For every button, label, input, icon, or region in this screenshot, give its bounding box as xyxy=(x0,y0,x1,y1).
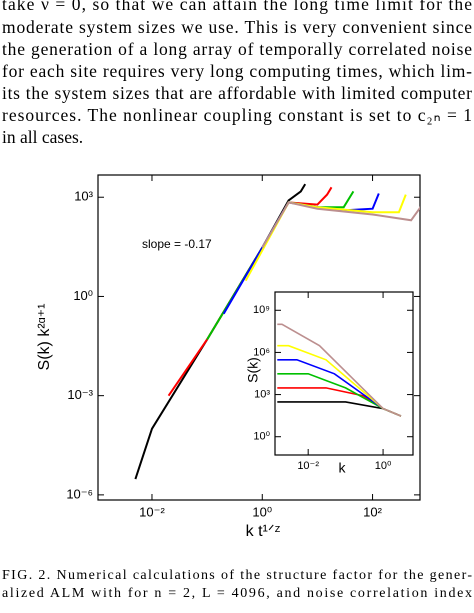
x-axis-label: k xyxy=(339,460,347,476)
y-tick-label: 10⁻³ xyxy=(67,387,93,402)
paragraph-line: take ν = 0, so that we can attain the lo… xyxy=(2,0,472,14)
y-axis-label: S(k) xyxy=(245,357,261,383)
data-line xyxy=(277,323,402,417)
y-tick-label: 10⁻⁶ xyxy=(66,486,93,501)
x-tick-label: 10⁰ xyxy=(375,460,392,472)
y-tick-label: 10³ xyxy=(254,388,270,400)
paragraph-line: its the system sizes that are affordable… xyxy=(2,83,472,103)
x-tick-label: 10⁰ xyxy=(252,504,272,519)
y-tick-label: 10³ xyxy=(74,189,93,204)
x-axis-label: k t¹ᐟᶻ xyxy=(246,523,281,540)
x-tick-label: 10⁻² xyxy=(297,460,319,472)
paragraph-line: resources. The nonlinear coupling consta… xyxy=(2,105,472,125)
x-tick-label: 10⁻² xyxy=(139,504,165,519)
y-axis-label: S(k) k²ᵅ⁺¹ xyxy=(36,304,53,371)
paragraph-line: moderate system sizes we use. This is ve… xyxy=(2,17,472,37)
caption-line: alized ALM with for n = 2, L = 4096, and… xyxy=(2,586,472,601)
paragraph-line: the generation of a long array of tempor… xyxy=(2,39,472,59)
annotation: slope = -0.17 xyxy=(142,237,212,251)
caption-line: FIG. 2. Numerical calculations of the st… xyxy=(2,568,472,583)
paragraph-line: for each site requires very long computi… xyxy=(2,61,472,81)
paragraph-line: in all cases. xyxy=(2,127,83,147)
y-tick-label: 10⁶ xyxy=(253,346,270,358)
y-tick-label: 10⁹ xyxy=(253,304,270,316)
data-line xyxy=(261,201,420,249)
y-tick-label: 10⁰ xyxy=(253,431,270,443)
y-tick-label: 10⁰ xyxy=(73,288,93,303)
x-tick-label: 10² xyxy=(363,504,382,519)
